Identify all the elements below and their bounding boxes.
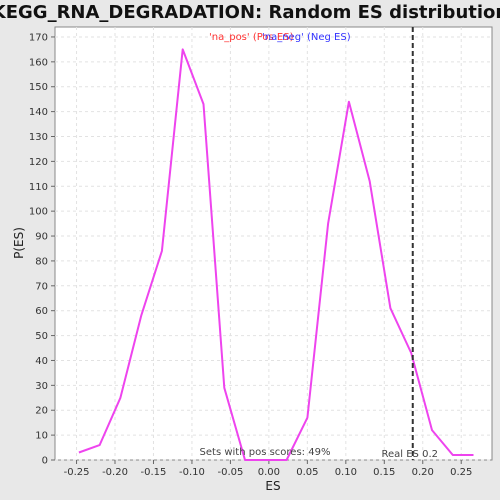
legend-entry-pos: 'na_pos' (Pos ES) <box>209 32 294 43</box>
y-tick-label: 120 <box>29 157 48 168</box>
y-tick-label: 80 <box>35 256 48 267</box>
y-tick-label: 140 <box>29 107 48 118</box>
distribution-line <box>78 48 474 461</box>
chart-title: KEGG_RNA_DEGRADATION: Random ES distribu… <box>0 2 500 23</box>
x-tick-label: 0.20 <box>412 467 434 478</box>
x-tick-label: 0.15 <box>373 467 395 478</box>
y-tick-label: 70 <box>35 281 48 292</box>
y-tick-label: 90 <box>35 232 48 243</box>
x-tick-label: 0.25 <box>450 467 472 478</box>
y-tick-label: 10 <box>35 431 48 442</box>
x-tick-label: -0.25 <box>64 467 90 478</box>
x-axis: -0.25 -0.20 -0.15 -0.10 -0.05 0.00 0.05 0.10 0.1… <box>64 460 472 478</box>
real-es-label: Real ES 0.2 <box>382 449 438 460</box>
y-tick-label: 50 <box>35 331 48 342</box>
x-tick-label: 0.10 <box>335 467 357 478</box>
y-axis: 0 10 20 30 40 50 60 70 80 90 100 110 120 130 140 150 160… <box>29 32 55 467</box>
y-tick-label: 110 <box>29 182 48 193</box>
x-tick-label: 0.00 <box>258 467 280 478</box>
y-tick-label: 130 <box>29 132 48 143</box>
y-tick-label: 30 <box>35 381 48 392</box>
series-layer <box>78 48 474 461</box>
pos-scores-annotation: Sets with pos scores: 49% <box>200 447 331 458</box>
y-tick-label: 170 <box>29 32 48 43</box>
y-tick-label: 100 <box>29 207 48 218</box>
y-tick-label: 20 <box>35 406 48 417</box>
x-axis-label: ES <box>265 479 280 493</box>
x-tick-label: -0.10 <box>179 467 205 478</box>
y-tick-label: 40 <box>35 356 48 367</box>
y-tick-label: 0 <box>42 456 48 467</box>
y-tick-label: 60 <box>35 306 48 317</box>
x-tick-label: -0.05 <box>217 467 243 478</box>
x-tick-label: 0.05 <box>296 467 318 478</box>
y-tick-label: 150 <box>29 82 48 93</box>
y-axis-label: P(ES) <box>12 227 26 259</box>
plot-area <box>54 26 493 461</box>
y-tick-label: 160 <box>29 57 48 68</box>
legend-entry-neg: 'na_neg' (Neg ES) <box>262 32 351 43</box>
x-tick-label: -0.15 <box>141 467 167 478</box>
grid <box>55 27 492 461</box>
x-tick-label: -0.20 <box>102 467 128 478</box>
